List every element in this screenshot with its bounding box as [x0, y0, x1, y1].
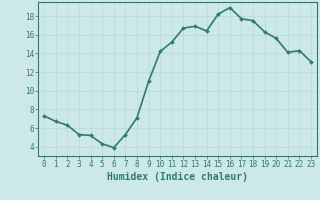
X-axis label: Humidex (Indice chaleur): Humidex (Indice chaleur): [107, 172, 248, 182]
